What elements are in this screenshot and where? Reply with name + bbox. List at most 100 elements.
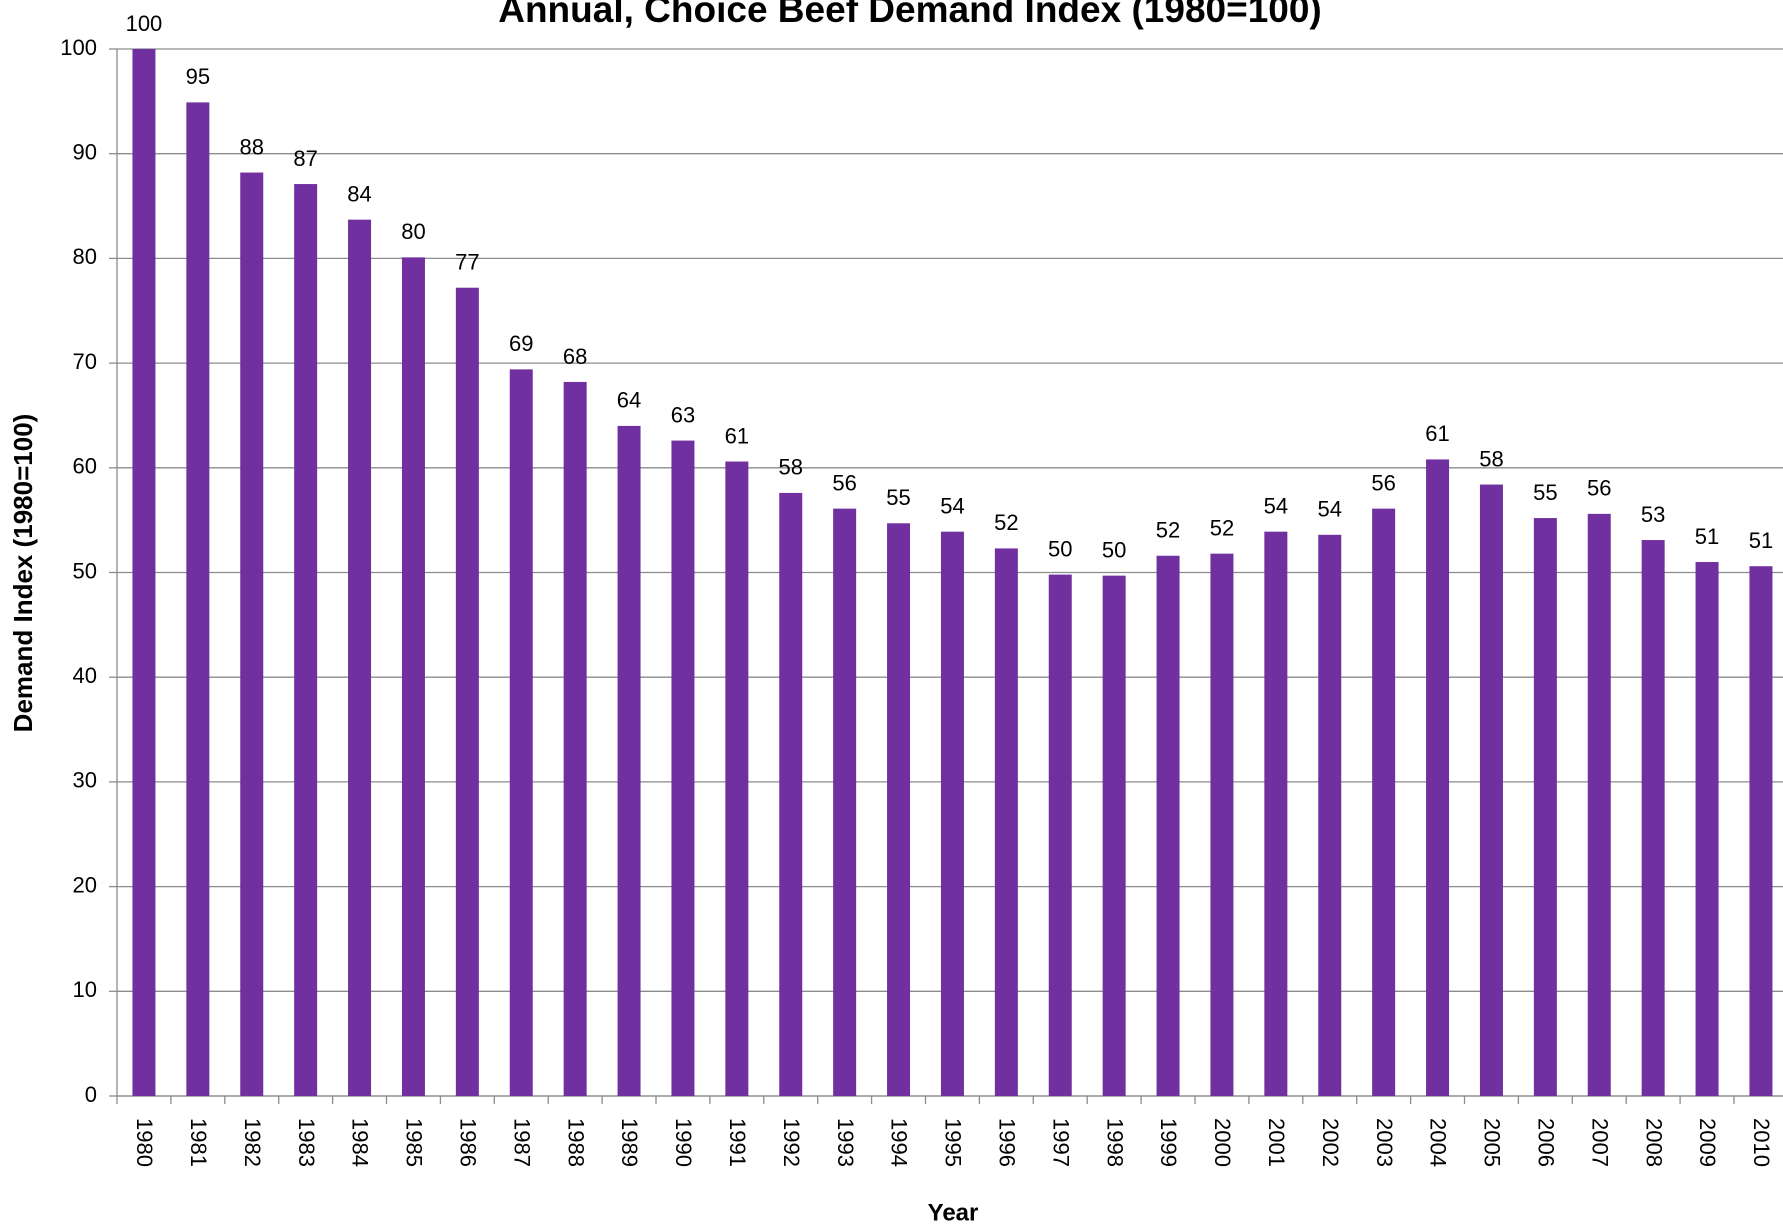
x-tick-label: 1993	[833, 1118, 858, 1167]
data-label: 51	[1749, 528, 1773, 553]
x-tick-label: 1998	[1102, 1118, 1127, 1167]
bar	[940, 531, 964, 1096]
data-label: 52	[994, 510, 1018, 535]
bar	[779, 492, 803, 1097]
bar	[1695, 562, 1719, 1096]
data-label: 51	[1695, 524, 1719, 549]
x-tick-label: 2004	[1426, 1118, 1451, 1167]
y-tick-label: 10	[73, 977, 97, 1002]
x-tick-label: 1980	[132, 1118, 157, 1167]
y-axis-title: Demand Index (1980=100)	[8, 414, 38, 733]
data-label: 54	[940, 493, 964, 518]
x-tick-label: 1989	[617, 1118, 642, 1167]
bar	[887, 523, 911, 1096]
x-tick-label: 2010	[1749, 1118, 1774, 1167]
x-tick-label: 1988	[563, 1118, 588, 1167]
x-tick-label: 2001	[1264, 1118, 1289, 1167]
data-label: 54	[1318, 497, 1342, 522]
x-tick-label: 1984	[348, 1118, 373, 1167]
x-tick-label: 1987	[509, 1118, 534, 1167]
x-tick-label: 1982	[240, 1118, 265, 1167]
data-label: 50	[1102, 537, 1126, 562]
data-label: 69	[509, 331, 533, 356]
bar	[1533, 518, 1557, 1096]
data-label: 64	[617, 388, 641, 413]
y-tick-label: 0	[85, 1082, 97, 1107]
x-tick-label: 2002	[1318, 1118, 1343, 1167]
bar	[1210, 553, 1234, 1096]
x-tick-label: 2000	[1210, 1118, 1235, 1167]
bar	[1318, 534, 1342, 1096]
bar	[1102, 575, 1126, 1096]
data-label: 54	[1264, 493, 1288, 518]
bar	[1156, 555, 1180, 1096]
data-label: 68	[563, 344, 587, 369]
x-tick-label: 1992	[779, 1118, 804, 1167]
x-tick-label: 2005	[1480, 1118, 1505, 1167]
x-tick-label: 2009	[1695, 1118, 1720, 1167]
x-tick-label: 1983	[294, 1118, 319, 1167]
data-label: 53	[1641, 502, 1665, 527]
x-tick-label: 2003	[1372, 1118, 1397, 1167]
data-label: 95	[186, 64, 210, 89]
data-label: 88	[240, 134, 264, 159]
data-label: 58	[1479, 446, 1503, 471]
bar	[1641, 540, 1665, 1096]
x-tick-label: 1997	[1048, 1118, 1073, 1167]
bar	[725, 461, 749, 1096]
x-tick-label: 2008	[1641, 1118, 1666, 1167]
y-tick-label: 40	[73, 663, 97, 688]
data-label: 58	[779, 455, 803, 480]
bar	[833, 508, 857, 1096]
y-tick-label: 20	[73, 872, 97, 897]
y-tick-label: 50	[73, 558, 97, 583]
data-label: 56	[1587, 476, 1611, 501]
x-tick-label: 1985	[402, 1118, 427, 1167]
y-tick-label: 90	[73, 140, 97, 165]
bar	[1479, 484, 1503, 1096]
data-label: 100	[126, 11, 163, 36]
y-tick-label: 80	[73, 244, 97, 269]
data-label: 84	[347, 181, 371, 206]
x-tick-label: 1995	[941, 1118, 966, 1167]
bar	[348, 219, 372, 1096]
x-tick-label: 1986	[456, 1118, 481, 1167]
x-tick-label: 1981	[186, 1118, 211, 1167]
y-tick-label: 30	[73, 768, 97, 793]
bar	[1264, 531, 1288, 1096]
chart-title: Annual, Choice Beef Demand Index (1980=1…	[498, 0, 1322, 30]
bar	[1587, 513, 1611, 1096]
data-label: 80	[401, 219, 425, 244]
bar	[994, 548, 1018, 1096]
y-tick-label: 60	[73, 454, 97, 479]
data-label: 52	[1156, 518, 1180, 543]
bar	[240, 172, 264, 1096]
x-tick-label: 2007	[1587, 1118, 1612, 1167]
bar	[1426, 459, 1450, 1096]
data-label: 52	[1210, 515, 1234, 540]
bar	[186, 102, 210, 1097]
x-tick-label: 1990	[671, 1118, 696, 1167]
data-label: 77	[455, 250, 479, 275]
y-tick-label: 70	[73, 349, 97, 374]
data-label: 61	[1425, 421, 1449, 446]
data-label: 55	[886, 485, 910, 510]
data-label: 87	[293, 146, 317, 171]
bar	[617, 425, 641, 1096]
bar	[294, 184, 318, 1097]
x-axis-title: Year	[928, 1199, 979, 1226]
data-label: 56	[832, 470, 856, 495]
x-tick-label: 1994	[887, 1118, 912, 1167]
bar	[509, 369, 533, 1097]
bar	[1372, 508, 1396, 1096]
bar	[1048, 574, 1072, 1096]
bar	[563, 381, 587, 1096]
data-label: 63	[671, 402, 695, 427]
data-label: 61	[725, 423, 749, 448]
x-tick-label: 2006	[1534, 1118, 1559, 1167]
data-label: 55	[1533, 480, 1557, 505]
bar	[1749, 566, 1773, 1096]
x-tick-label: 1999	[1156, 1118, 1181, 1167]
x-tick-label: 1996	[995, 1118, 1020, 1167]
